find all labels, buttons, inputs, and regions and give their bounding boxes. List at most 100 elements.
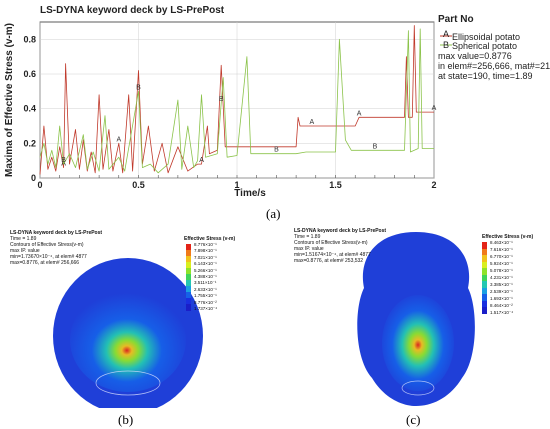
b-header-title: LS-DYNA keyword deck by LS-PrePost [10,230,103,236]
colorbar-tick-label: 8.776×10⁻² [194,299,217,305]
panel-label-b: (b) [118,412,134,427]
y-tick-label: 0.4 [23,104,36,114]
colorbar-tick-label: 1.693×10⁻¹ [490,296,513,301]
colorbar-tick-label: 4.388×10⁻¹ [194,274,217,279]
colorbar-tick-label: 8.776×10⁻¹ [194,242,217,247]
y-tick-label: 0 [31,173,36,183]
colorbar-segment [482,300,487,308]
series-marker-a: A [310,119,315,126]
b-colorbar-labels: 8.776×10⁻¹ 7.898×10⁻¹ 7.021×10⁻¹ 6.143×10⁻¹… [194,242,244,312]
y-tick-label: 0.8 [23,34,36,44]
colorbar-segment [482,281,487,289]
colorbar-segment [482,242,487,250]
colorbar-tick-label: 3.385×10⁻¹ [490,282,513,287]
colorbar-segment [186,298,191,305]
colorbar-segment [482,307,487,315]
b-header-time: Time = 1.89 [10,236,37,242]
colorbar-segment [186,244,191,251]
colorbar-tick-label: 2.539×10⁻¹ [490,289,513,294]
colorbar-tick-label: 2.633×10⁻¹ [194,286,217,292]
c-header-min: min=1.51674×10⁻⁴, at elem# 4877 [294,252,371,258]
series-marker-b: B [219,96,224,103]
x-tick-label: 1.5 [329,180,342,190]
colorbar-segment [186,274,191,281]
colorbar-tick-label: 6.143×10⁻¹ [194,261,217,267]
annotation-state: at state=190, time=1.89 [438,71,533,81]
x-axis-label: Time/s [234,188,266,199]
legend-marker-b: B [443,40,449,50]
colorbar-segment [186,280,191,287]
series-marker-a: A [199,157,204,164]
colorbar-segment [186,292,191,299]
colorbar-segment [482,255,487,263]
contour-panel-c: LS-DYNA keyword deck by LS-PrePost Time … [292,228,542,410]
colorbar-tick-label: 1.755×10⁻¹ [194,293,217,299]
c-header-max: max=0.8776, at elem# 253,532 [294,258,364,264]
b-header-max: max=0.8776, at elem# 256,666 [10,260,80,266]
panel-label-a: (a) [266,206,281,221]
x-tick-label: 0.5 [132,180,145,190]
c-colorbar-title: Effective Stress (v-m) [482,234,534,240]
c-header-maxip: max IP. value [294,246,324,252]
series-line-spherical [39,28,434,174]
colorbar-segment [482,268,487,276]
colorbar-tick-label: 5.924×10⁻¹ [490,261,513,266]
series-marker-b: B [274,147,279,154]
c-header-title: LS-DYNA keyword deck by LS-PrePost [294,228,387,234]
colorbar-tick-label: 4.231×10⁻¹ [490,275,513,280]
b-header-contours: Contours of Effective Stress(v-m) [10,242,84,248]
colorbar-segment [186,250,191,257]
colorbar-tick-label: 6.770×10⁻¹ [490,254,513,259]
colorbar-tick-label: 8.464×10⁻² [490,303,513,308]
series-marker-a: A [357,110,362,117]
b-colorbar [186,244,191,311]
series-marker-b: B [136,84,141,91]
colorbar-tick-label: 7.021×10⁻¹ [194,254,217,260]
series-marker-b: B [373,143,378,150]
legend-title: Part No [438,14,474,25]
c-header-contours: Contours of Effective Stress(v-m) [294,240,368,246]
colorbar-tick-label: 5.078×10⁻¹ [490,268,513,273]
colorbar-segment [482,248,487,256]
colorbar-tick-label: 1.517×10⁻⁴ [490,310,514,315]
c-header-time: Time = 1.89 [294,234,321,240]
colorbar-tick-label: 8.463×10⁻¹ [490,240,513,245]
x-tick-label: 2 [431,180,436,190]
y-tick-label: 0.2 [23,138,36,148]
colorbar-segment [482,287,487,295]
colorbar-segment [186,304,191,311]
chart-title: LS-DYNA keyword deck by LS-PrePost [40,5,225,16]
b-header-maxip: max IP. value [10,248,40,254]
colorbar-tick-label: 7.898×10⁻¹ [194,248,217,254]
series-marker-b: B [61,157,66,164]
colorbar-segment [482,294,487,302]
annotation-elem: in elem#=256,666, mat#=211 [438,61,550,71]
colorbar-segment [186,256,191,263]
colorbar-segment [186,286,191,293]
legend-marker-a: A [443,29,449,39]
contour-panel-b: LS-DYNA keyword deck by LS-PrePost Time … [8,228,256,408]
series-marker-a: A [116,136,121,143]
b-header-min: min=1.73670×10⁻⁴, at elem# 4877 [10,254,87,260]
colorbar-tick-label: 1.737×10⁻⁴ [194,306,218,311]
spherical-potato-model [357,232,475,406]
x-tick-label: 1 [234,180,239,190]
legend-label-spherical: Spherical potato [452,41,517,51]
c-colorbar-labels: 8.463×10⁻¹ 7.616×10⁻¹ 6.770×10⁻¹ 5.924×10⁻¹… [490,240,540,316]
x-tick-label: 0 [37,180,42,190]
y-axis-label: Maxima of Effective Stress (v-m) [4,23,15,177]
legend: A Ellipsoidal potato B Spherical potato … [438,29,550,81]
series-marker-a: A [432,105,437,112]
colorbar-segment [482,274,487,282]
c-colorbar [482,242,487,315]
legend-label-ellipsoidal: Ellipsoidal potato [452,32,520,42]
ellipsoidal-potato-model [53,258,203,408]
panel-label-c: (c) [406,412,421,427]
colorbar-segment [186,268,191,275]
colorbar-tick-label: 7.616×10⁻¹ [490,247,513,252]
line-chart-panel-a: LS-DYNA keyword deck by LS-PrePost Part … [4,5,550,199]
b-colorbar-title: Effective Stress (v-m) [184,236,236,242]
colorbar-segment [482,261,487,269]
y-tick-label: 0.6 [23,69,36,79]
